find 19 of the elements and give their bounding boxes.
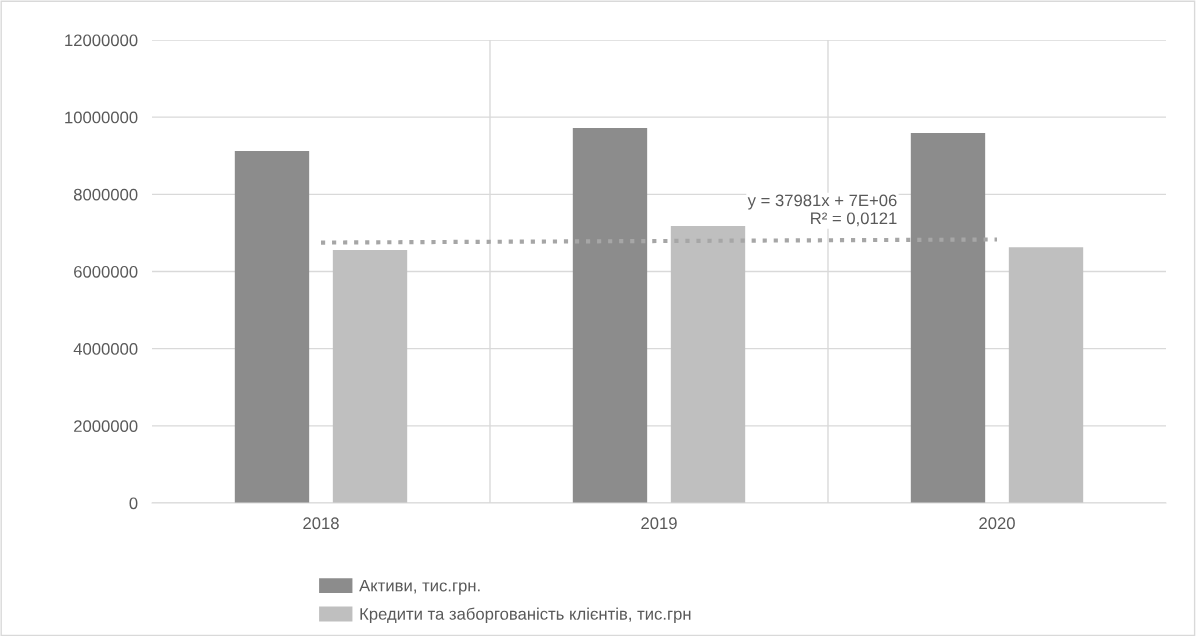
x-tick-label: 2018 bbox=[303, 517, 339, 530]
bar bbox=[1008, 247, 1084, 503]
y-tick-label: 6000000 bbox=[74, 265, 138, 278]
legend-label: Кредити та заборгованість клієнтів, тис.грн bbox=[360, 607, 691, 624]
bar bbox=[332, 249, 408, 503]
bar bbox=[234, 151, 310, 503]
bar bbox=[910, 132, 986, 503]
bar bbox=[572, 127, 648, 503]
x-tick-label: 2020 bbox=[979, 517, 1015, 530]
y-tick-label: 10000000 bbox=[65, 111, 138, 124]
y-tick-label: 0 bbox=[129, 497, 138, 510]
y-tick-label: 4000000 bbox=[73, 343, 138, 355]
bar bbox=[670, 225, 746, 503]
legend-label: Активи, тис.грн. bbox=[359, 579, 480, 595]
x-tick-label: 2019 bbox=[641, 517, 677, 530]
y-tick-label: 2000000 bbox=[74, 420, 138, 433]
y-tick-label: 8000000 bbox=[73, 188, 138, 201]
annotation: y = 37981x + 7E+06 R² = 0,0121 bbox=[747, 194, 897, 227]
y-tick-label: 12000000 bbox=[65, 34, 138, 47]
